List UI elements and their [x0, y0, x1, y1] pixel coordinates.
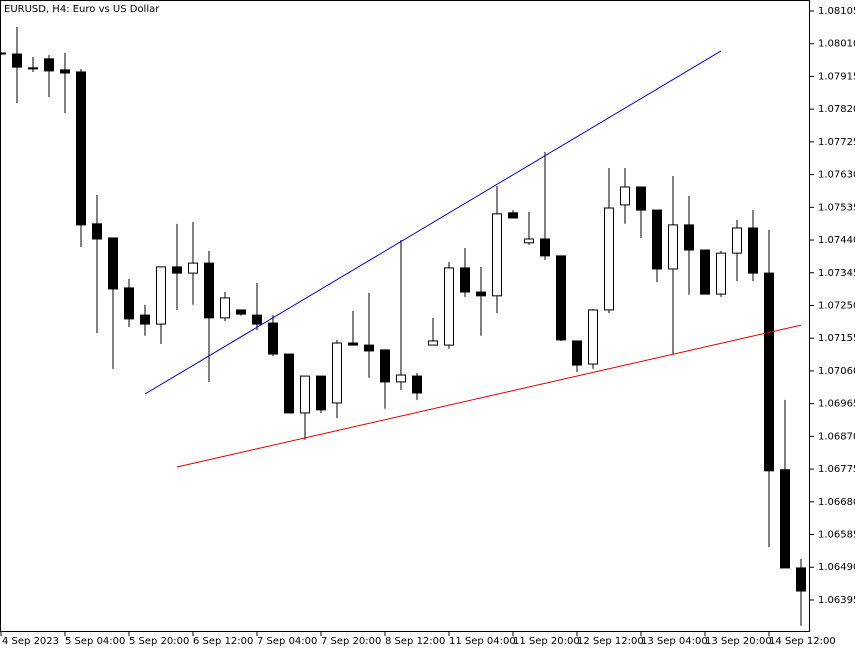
candle-body: [572, 340, 582, 366]
x-tick-label: 6 Sep 12:00: [193, 636, 253, 647]
candle-body: [412, 375, 422, 394]
plot-area: [0, 26, 806, 626]
candle-body: [156, 266, 166, 325]
candle-body: [748, 227, 758, 274]
y-tick-label: 1.07915: [818, 71, 855, 82]
candle-body: [140, 314, 150, 325]
x-tick-label: 13 Sep 20:00: [705, 636, 772, 647]
candle-body: [124, 287, 134, 320]
candle-body: [44, 58, 54, 72]
candle-body: [524, 238, 534, 244]
candle-body: [604, 207, 614, 311]
y-tick-label: 1.06870: [818, 431, 855, 442]
candle-body: [332, 342, 342, 404]
candle-body: [636, 186, 646, 211]
candle-body: [652, 209, 662, 270]
candle-body: [492, 213, 502, 297]
x-tick-label: 8 Sep 12:00: [385, 636, 445, 647]
y-tick-label: 1.06775: [818, 464, 855, 475]
candle-body: [172, 266, 182, 274]
y-tick-label: 1.07155: [818, 333, 855, 344]
candle-body: [540, 238, 550, 257]
y-tick-label: 1.07345: [818, 268, 855, 279]
candle-body: [252, 314, 262, 325]
candle-body: [60, 69, 70, 74]
y-tick-label: 1.06585: [818, 530, 855, 541]
candle-body: [444, 267, 454, 346]
candle-body: [316, 375, 326, 411]
x-tick-label: 5 Sep 20:00: [129, 636, 189, 647]
trend-line: [144, 50, 722, 395]
y-tick-label: 1.07060: [818, 366, 855, 377]
y-tick-label: 1.07725: [818, 137, 855, 148]
candle-body: [12, 53, 22, 68]
candle-body: [684, 224, 694, 251]
candle-body: [796, 567, 806, 592]
x-tick-label: 12 Sep 12:00: [577, 636, 644, 647]
candle-body: [268, 322, 278, 355]
chart-title: EURUSD, H4: Euro vs US Dollar: [4, 4, 160, 15]
x-tick-label: 4 Sep 2023: [2, 636, 59, 647]
y-tick-label: 1.07440: [818, 235, 855, 246]
candle-body: [588, 309, 598, 365]
candle-body: [76, 71, 86, 226]
x-tick-label: 7 Sep 20:00: [321, 636, 381, 647]
candle-body: [188, 262, 198, 274]
candle-body: [716, 252, 726, 295]
y-tick-label: 1.08010: [818, 39, 855, 50]
candle-body: [0, 52, 6, 55]
candle-body: [236, 309, 246, 315]
y-tick-label: 1.06965: [818, 399, 855, 410]
x-tick-label: 11 Sep 20:00: [513, 636, 580, 647]
candle-body: [460, 267, 470, 293]
x-tick-label: 13 Sep 04:00: [641, 636, 708, 647]
candle-body: [620, 186, 630, 206]
candle-body: [732, 227, 742, 254]
candle-body: [220, 297, 230, 319]
candle-body: [28, 67, 38, 70]
candle-body: [364, 344, 374, 352]
x-tick-label: 5 Sep 04:00: [65, 636, 125, 647]
x-tick-label: 14 Sep 12:00: [769, 636, 836, 647]
y-tick-label: 1.07250: [818, 300, 855, 311]
candle-body: [428, 340, 438, 346]
y-tick-label: 1.07820: [818, 104, 855, 115]
trend-line: [176, 324, 802, 468]
candle-body: [764, 272, 774, 472]
y-tick-label: 1.06490: [818, 562, 855, 573]
candle-body: [348, 342, 358, 346]
candle-body: [700, 249, 710, 295]
y-tick-label: 1.06395: [818, 595, 855, 606]
x-tick-label: 11 Sep 04:00: [449, 636, 516, 647]
y-tick-label: 1.06680: [818, 497, 855, 508]
y-tick-label: 1.07535: [818, 202, 855, 213]
candle-body: [508, 212, 518, 219]
candle-body: [204, 262, 214, 319]
candle-body: [780, 469, 790, 569]
candle-body: [380, 349, 390, 383]
candle-body: [108, 237, 118, 290]
candle-body: [556, 255, 566, 341]
candle-body: [92, 223, 102, 240]
candle-body: [300, 375, 310, 414]
candle-body: [284, 353, 294, 414]
y-tick-label: 1.08105: [818, 6, 855, 17]
candle-body: [476, 291, 486, 297]
candle-body: [668, 224, 678, 270]
candle-body: [396, 374, 406, 383]
plot-frame: [0, 0, 810, 632]
x-tick-label: 7 Sep 04:00: [257, 636, 317, 647]
y-tick-label: 1.07630: [818, 170, 855, 181]
